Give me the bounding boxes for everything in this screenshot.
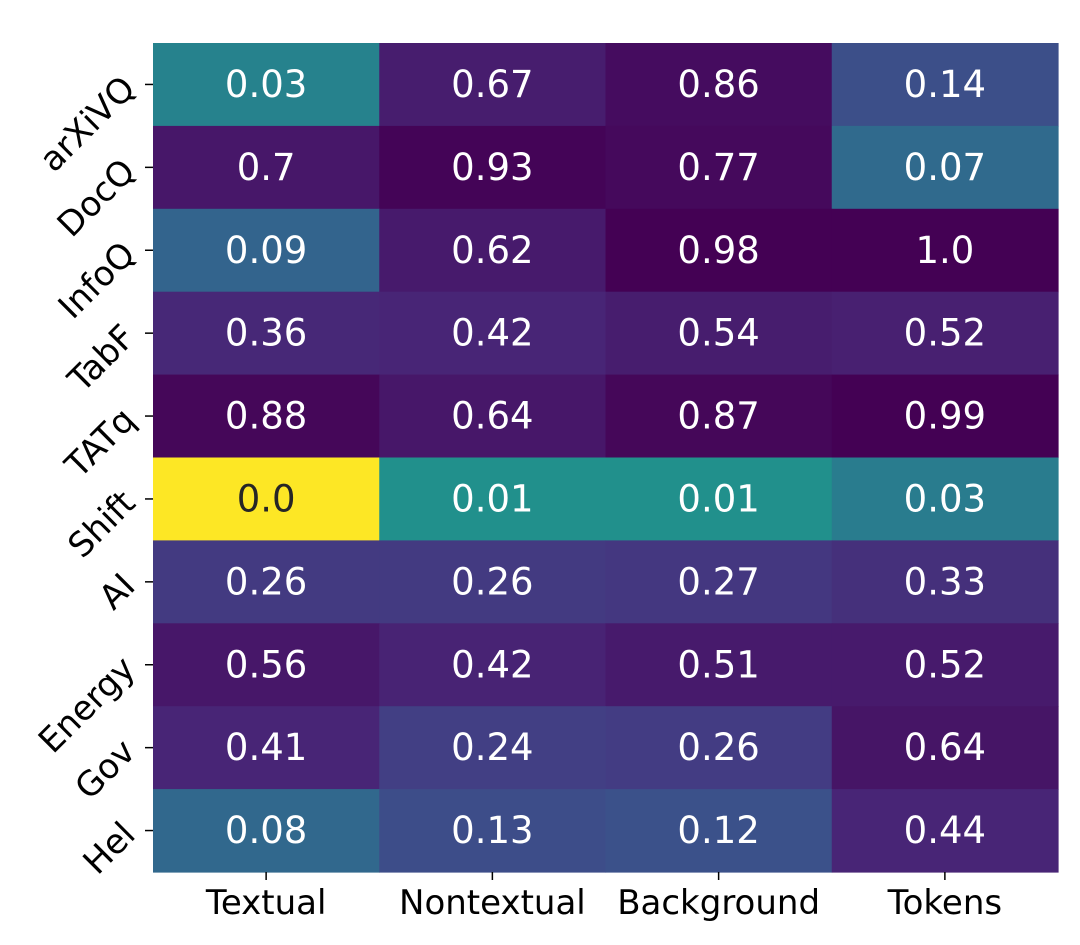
cell-value-label-tabf-nontextual: 0.42 xyxy=(451,312,533,355)
y-axis: arXiVQDocQInfoQTabFTATqShiftAIEnergyGovH… xyxy=(31,69,153,883)
heatmap-cell-ai-nontextual xyxy=(379,540,607,624)
heatmap-cell-energy-tokens xyxy=(831,623,1059,707)
cell-value-label-docq-nontextual: 0.93 xyxy=(451,146,533,189)
heatmap-cell-tatq-nontextual xyxy=(379,374,607,459)
cell-value-label-gov-textual: 0.41 xyxy=(225,726,307,769)
x-axis: Textual Nontextual Background Tokens xyxy=(205,872,1002,923)
cell-value-label-tatq-tokens: 0.99 xyxy=(904,395,986,438)
y-tick-label-shift: Shift xyxy=(60,483,143,566)
cell-value-label-energy-textual: 0.56 xyxy=(225,643,307,686)
cell-value-label-hel-textual: 0.08 xyxy=(225,809,307,852)
y-tick-label-hel: Hel xyxy=(76,815,144,883)
heatmap-cell-ai-background xyxy=(605,540,833,624)
heatmap-cell-infoq-textual xyxy=(153,208,380,293)
heatmap-cell-ai-textual xyxy=(153,540,380,624)
cell-value-label-arxivq-textual: 0.03 xyxy=(225,63,307,106)
heatmap-cells xyxy=(153,43,1059,873)
heatmap-cell-shift-background xyxy=(605,457,833,541)
heatmap-cell-ai-tokens xyxy=(831,540,1059,624)
x-tick-label-textual: Textual xyxy=(205,883,327,923)
heatmap-cell-shift-nontextual xyxy=(379,457,607,541)
heatmap-cell-energy-nontextual xyxy=(379,623,607,707)
y-tick-label-tatq: TATq xyxy=(57,400,143,486)
cell-value-label-arxivq-background: 0.86 xyxy=(677,63,759,106)
heatmap-cell-tabf-background xyxy=(605,291,833,376)
heatmap-cell-infoq-tokens xyxy=(831,208,1059,293)
heatmap-cell-docq-background xyxy=(605,125,833,210)
heatmap-cell-docq-textual xyxy=(153,125,380,210)
heatmap-cell-tabf-textual xyxy=(153,291,380,376)
cell-value-label-docq-textual: 0.7 xyxy=(237,146,296,189)
y-tick-label-ai: AI xyxy=(92,566,144,618)
heatmap-cell-gov-tokens xyxy=(831,706,1059,790)
cell-value-label-shift-nontextual: 0.01 xyxy=(451,477,533,520)
heatmap-cell-docq-nontextual xyxy=(379,125,607,210)
heatmap-cell-hel-tokens xyxy=(831,789,1059,873)
heatmap-cell-shift-tokens xyxy=(831,457,1059,541)
cell-value-label-infoq-nontextual: 0.62 xyxy=(451,229,533,272)
y-tick-label-infoq: InfoQ xyxy=(51,234,144,327)
cell-value-label-energy-tokens: 0.52 xyxy=(904,643,986,686)
cell-value-label-tatq-textual: 0.88 xyxy=(225,395,307,438)
cell-value-label-infoq-textual: 0.09 xyxy=(225,229,307,272)
cell-value-label-arxivq-nontextual: 0.67 xyxy=(451,63,533,106)
heatmap-cell-infoq-nontextual xyxy=(379,208,607,293)
cell-value-label-infoq-background: 0.98 xyxy=(677,229,759,272)
cell-value-label-hel-background: 0.12 xyxy=(677,809,759,852)
heatmap-cell-shift-textual xyxy=(153,457,380,541)
heatmap-cell-gov-nontextual xyxy=(379,706,607,790)
heatmap-cell-tatq-tokens xyxy=(831,374,1059,459)
heatmap-cell-hel-background xyxy=(605,789,833,873)
cell-value-label-tatq-background: 0.87 xyxy=(677,395,759,438)
cell-value-label-ai-tokens: 0.33 xyxy=(904,560,986,603)
y-tick-label-tabf: TabF xyxy=(60,317,144,401)
cell-value-label-docq-background: 0.77 xyxy=(677,146,759,189)
heatmap-cell-energy-textual xyxy=(153,623,380,707)
heatmap-cell-tatq-background xyxy=(605,374,833,459)
heatmap-cell-arxivq-background xyxy=(605,43,833,127)
heatmap-cell-gov-textual xyxy=(153,706,380,790)
cell-value-label-shift-background: 0.01 xyxy=(677,477,759,520)
cell-value-label-ai-textual: 0.26 xyxy=(225,560,307,603)
cell-value-label-tabf-tokens: 0.52 xyxy=(904,312,986,355)
cell-value-label-arxivq-tokens: 0.14 xyxy=(904,63,986,106)
cell-value-label-hel-nontextual: 0.13 xyxy=(451,809,533,852)
x-tick-label-background: Background xyxy=(617,883,820,923)
cell-value-label-ai-nontextual: 0.26 xyxy=(451,560,533,603)
heatmap-cell-tabf-tokens xyxy=(831,291,1059,376)
heatmap-cell-arxivq-textual xyxy=(153,43,380,127)
cell-value-label-ai-background: 0.27 xyxy=(677,560,759,603)
heatmap-cell-tatq-textual xyxy=(153,374,380,459)
cell-value-label-shift-tokens: 0.03 xyxy=(904,477,986,520)
heatmap-cell-docq-tokens xyxy=(831,125,1059,210)
cell-value-label-infoq-tokens: 1.0 xyxy=(915,229,974,272)
cell-value-label-shift-textual: 0.0 xyxy=(237,477,296,520)
x-tick-label-nontextual: Nontextual xyxy=(399,883,586,923)
cell-value-label-energy-nontextual: 0.42 xyxy=(451,643,533,686)
heatmap-cell-infoq-background xyxy=(605,208,833,293)
cell-value-label-tabf-background: 0.54 xyxy=(677,312,759,355)
cell-value-label-gov-background: 0.26 xyxy=(677,726,759,769)
heatmap-cell-labels: 0.03 0.67 0.86 0.14 0.7 0.93 0.77 0.07 0.09 0.62 0… xyxy=(225,63,986,852)
heatmap-cell-tabf-nontextual xyxy=(379,291,607,376)
cell-value-label-tabf-textual: 0.36 xyxy=(225,312,307,355)
heatmap-cell-arxivq-tokens xyxy=(831,43,1059,127)
cell-value-label-docq-tokens: 0.07 xyxy=(904,146,986,189)
heatmap-cell-hel-nontextual xyxy=(379,789,607,873)
heatmap-cell-energy-background xyxy=(605,623,833,707)
cell-value-label-gov-tokens: 0.64 xyxy=(904,726,986,769)
cell-value-label-tatq-nontextual: 0.64 xyxy=(451,395,533,438)
cell-value-label-hel-tokens: 0.44 xyxy=(904,809,986,852)
cell-value-label-gov-nontextual: 0.24 xyxy=(451,726,533,769)
cell-value-label-energy-background: 0.51 xyxy=(677,643,759,686)
heatmap-cell-arxivq-nontextual xyxy=(379,43,607,127)
heatmap-cell-hel-textual xyxy=(153,789,380,873)
heatmap-cell-gov-background xyxy=(605,706,833,790)
y-tick-label-gov: Gov xyxy=(68,732,144,808)
x-tick-label-tokens: Tokens xyxy=(887,883,1002,923)
